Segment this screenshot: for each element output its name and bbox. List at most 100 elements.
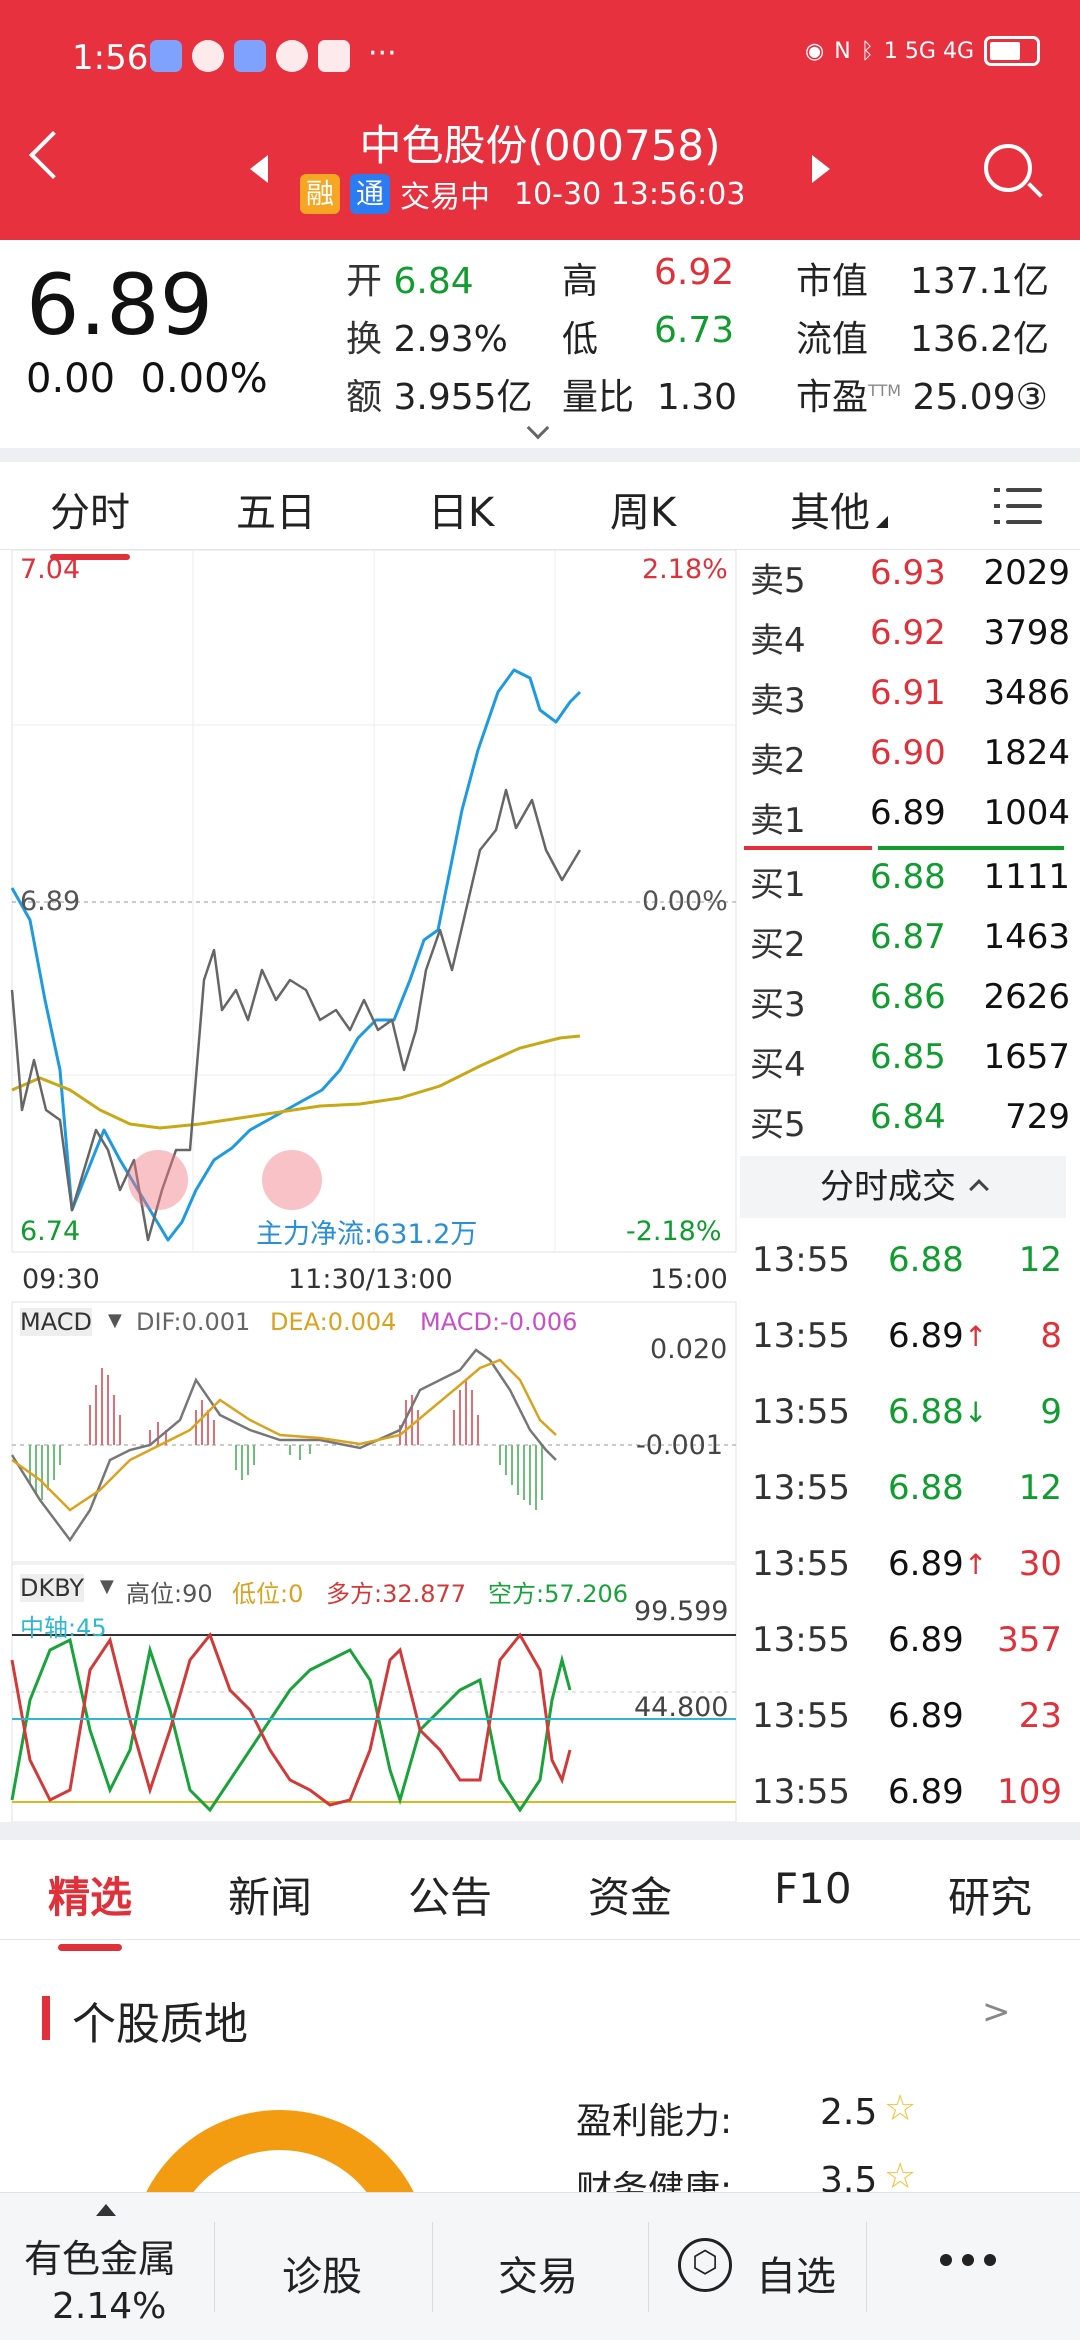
next-stock-icon[interactable] bbox=[812, 155, 830, 183]
quote-datetime: 10-30 13:56:03 bbox=[514, 176, 746, 212]
dkby-high: 高位:90 bbox=[126, 1580, 213, 1608]
move-icon[interactable] bbox=[262, 1150, 322, 1210]
app-notification-icon bbox=[234, 40, 266, 72]
settings-list-icon[interactable] bbox=[994, 486, 1042, 526]
bottom-bar bbox=[0, 2192, 1080, 2340]
quality-more-icon[interactable]: > bbox=[982, 1992, 1011, 2032]
low-value: 6.73 bbox=[654, 310, 735, 351]
dif-line bbox=[10, 1348, 557, 1543]
tab-intraday[interactable]: 分时 bbox=[50, 480, 130, 560]
tab-five-day[interactable]: 五日 bbox=[236, 490, 316, 536]
tab-featured[interactable]: 精选 bbox=[48, 1864, 132, 1951]
period-tabs bbox=[0, 462, 1080, 550]
tab-weekly-k[interactable]: 周K bbox=[610, 490, 677, 536]
price-line bbox=[10, 668, 582, 1242]
more-icon[interactable] bbox=[940, 2254, 996, 2266]
open-cell: 开 6.84 bbox=[346, 261, 474, 302]
macd-dropdown-icon[interactable]: ▼ bbox=[108, 1310, 122, 1331]
tick-direction-icon: ↑ bbox=[964, 1320, 988, 1353]
more-notifications-icon: ··· bbox=[368, 36, 397, 71]
watchlist-icon[interactable] bbox=[678, 2238, 732, 2292]
tick-direction-icon: ↓ bbox=[964, 1396, 988, 1429]
divider bbox=[0, 1822, 1080, 1840]
dkby-selector[interactable]: DKBY bbox=[20, 1574, 85, 1602]
last-price: 6.89 bbox=[26, 256, 214, 354]
tab-news[interactable]: 新闻 bbox=[228, 1873, 313, 1922]
ask-row-2[interactable]: 卖2 6.90 1824 bbox=[750, 733, 1070, 781]
tick-row: 13:55 6.88 12 bbox=[752, 1240, 1062, 1300]
tick-price: 6.89 bbox=[888, 1544, 964, 1584]
status-time: 1:56 bbox=[72, 38, 149, 78]
trade-button[interactable]: 交易 bbox=[498, 2254, 578, 2300]
tick-row: 13:55 6.89 23 bbox=[752, 1696, 1062, 1756]
time-end-label: 15:00 bbox=[650, 1264, 728, 1295]
intraday-chart[interactable] bbox=[0, 550, 740, 1822]
margin-tag: 融 bbox=[300, 174, 340, 214]
dkby-long: 多方:32.877 bbox=[326, 1580, 467, 1608]
mktcap-label: 市值 bbox=[796, 261, 869, 302]
watchlist-button[interactable]: 自选 bbox=[756, 2254, 836, 2300]
diagnose-button[interactable]: 诊股 bbox=[282, 2254, 362, 2300]
trade-state: 交易中 bbox=[400, 180, 490, 215]
tab-f10[interactable]: F10 bbox=[774, 1864, 852, 1913]
battery-icon bbox=[984, 36, 1040, 66]
pct-mid-label: 0.00% bbox=[642, 886, 728, 917]
prev-stock-icon[interactable] bbox=[250, 155, 268, 183]
status-system-icons: ◉ N ᛒ 1 5G 4G bbox=[805, 36, 1040, 66]
dea-line bbox=[11, 1358, 557, 1512]
dkby-short: 空方:57.206 bbox=[488, 1580, 629, 1608]
bid-row-1[interactable]: 买1 6.88 1111 bbox=[750, 857, 1070, 905]
quote-panel bbox=[0, 240, 1080, 450]
macd-selector[interactable]: MACD bbox=[20, 1308, 92, 1336]
dropdown-caret-icon bbox=[876, 516, 888, 528]
float-label: 流值 bbox=[796, 319, 869, 360]
tab-daily-k[interactable]: 日K bbox=[428, 490, 495, 536]
divider bbox=[0, 448, 1080, 462]
dkby-dropdown-icon[interactable]: ▼ bbox=[100, 1576, 114, 1597]
tick-price: 6.89 bbox=[888, 1772, 964, 1812]
dkby-hi-label: 99.599 bbox=[634, 1596, 729, 1627]
dkby-short-line bbox=[10, 1631, 572, 1807]
macd-dif: DIF:0.001 bbox=[136, 1308, 251, 1336]
tick-price: 6.88 bbox=[888, 1392, 964, 1432]
pct-low-label: -2.18% bbox=[626, 1216, 722, 1247]
section-marker bbox=[42, 1996, 50, 2040]
tick-row: 13:55 6.88 ↓ 9 bbox=[752, 1392, 1062, 1452]
sector-name[interactable]: 有色金属 bbox=[24, 2237, 177, 2281]
tick-time: 13:55 bbox=[752, 1468, 850, 1508]
tab-announcements[interactable]: 公告 bbox=[408, 1873, 493, 1922]
sector-change[interactable]: 2.14% bbox=[52, 2286, 167, 2327]
ticks-header[interactable]: 分时成交 bbox=[740, 1156, 1066, 1218]
tab-more[interactable]: 其他 bbox=[790, 490, 870, 536]
bid-row-3[interactable]: 买3 6.86 2626 bbox=[750, 977, 1070, 1025]
crosshair-toggle-icon[interactable] bbox=[128, 1150, 188, 1210]
time-start-label: 09:30 bbox=[22, 1264, 100, 1295]
bid-row-4[interactable]: 买4 6.85 1657 bbox=[750, 1037, 1070, 1085]
tab-research[interactable]: 研究 bbox=[948, 1873, 1033, 1922]
macd-dea: DEA:0.004 bbox=[270, 1308, 397, 1336]
tab-capital[interactable]: 资金 bbox=[588, 1873, 673, 1922]
star-icon: ☆ bbox=[884, 2156, 917, 2197]
trade-status: 融 通 交易中 10-30 13:56:03 bbox=[300, 172, 745, 216]
ask-row-3[interactable]: 卖3 6.91 3486 bbox=[750, 673, 1070, 721]
signal-icon: 1 5G 4G bbox=[883, 38, 974, 64]
dkby-axis: 中轴:45 bbox=[20, 1614, 107, 1642]
price-mid-label: 6.89 bbox=[20, 886, 81, 917]
search-icon[interactable] bbox=[984, 144, 1032, 192]
tick-price: 6.89 bbox=[888, 1316, 964, 1356]
bid-row-2[interactable]: 买2 6.87 1463 bbox=[750, 917, 1070, 965]
dkby-long-line bbox=[10, 1637, 572, 1813]
tick-price: 6.89 bbox=[888, 1620, 964, 1660]
amount-cell: 额 3.955亿 bbox=[346, 377, 533, 418]
ask-row-1[interactable]: 卖1 6.89 1004 bbox=[750, 793, 1070, 841]
ask-row-4[interactable]: 卖4 6.92 3798 bbox=[750, 613, 1070, 661]
dkby-mid-label: 44.800 bbox=[634, 1692, 729, 1723]
ask-row-5[interactable]: 卖5 6.93 2029 bbox=[750, 553, 1070, 601]
bid-row-5[interactable]: 买5 6.84 729 bbox=[750, 1097, 1070, 1145]
connect-tag: 通 bbox=[350, 174, 390, 214]
stock-title: 中色股份(000758) bbox=[359, 121, 721, 170]
macd-value: MACD:-0.006 bbox=[420, 1308, 578, 1336]
divider bbox=[214, 2222, 215, 2312]
divider bbox=[432, 2222, 433, 2312]
tick-time: 13:55 bbox=[752, 1392, 850, 1432]
